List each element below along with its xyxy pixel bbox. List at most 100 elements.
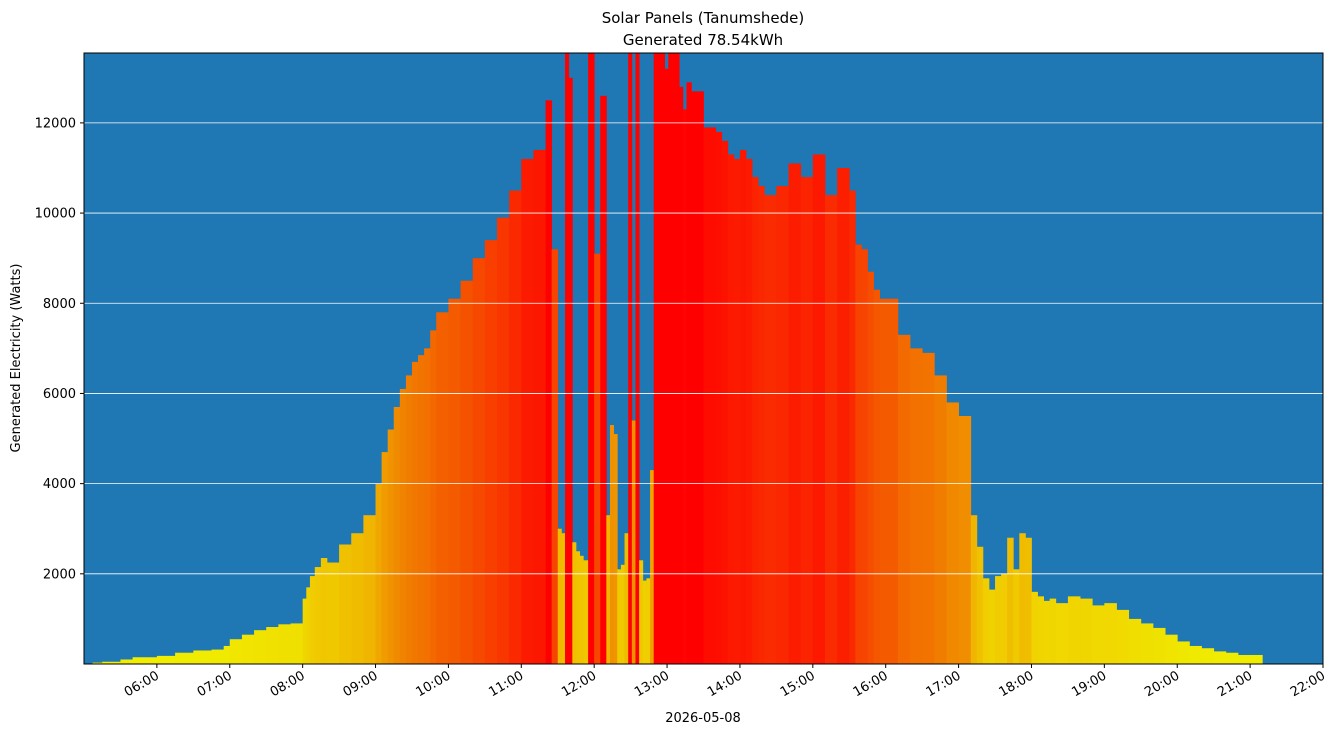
bar bbox=[1031, 591, 1038, 664]
bar bbox=[193, 650, 212, 664]
x-tick-label: 21:00 bbox=[1215, 668, 1255, 700]
bar bbox=[922, 352, 935, 664]
bar bbox=[1213, 651, 1227, 664]
bar bbox=[679, 86, 684, 664]
bar bbox=[393, 406, 401, 664]
bar bbox=[472, 258, 486, 664]
bar bbox=[565, 53, 570, 664]
bar bbox=[1049, 598, 1057, 664]
bar bbox=[156, 655, 176, 664]
bar bbox=[885, 298, 899, 664]
bar bbox=[660, 53, 666, 664]
bar bbox=[1201, 648, 1215, 664]
bar bbox=[1250, 654, 1263, 664]
bar bbox=[764, 195, 777, 665]
bar bbox=[1140, 623, 1154, 664]
x-tick-label: 11:00 bbox=[486, 668, 526, 700]
bar bbox=[982, 578, 990, 664]
bar bbox=[1067, 596, 1081, 664]
bar bbox=[92, 662, 103, 664]
bar bbox=[583, 560, 589, 664]
bar bbox=[1001, 573, 1008, 664]
chart-title: Solar Panels (Tanumshede) bbox=[602, 9, 805, 27]
bar bbox=[306, 587, 311, 664]
bar bbox=[946, 402, 959, 664]
x-tick-label: 10:00 bbox=[413, 668, 453, 700]
x-axis-ticks: 06:00 07:00 08:00 09:00 10:00 11:00 12:00 13:00… bbox=[122, 664, 1328, 700]
bar bbox=[278, 624, 291, 664]
bar bbox=[594, 253, 601, 664]
bar bbox=[837, 167, 850, 665]
bar bbox=[970, 515, 978, 664]
bar bbox=[613, 434, 618, 664]
bar bbox=[739, 149, 747, 664]
bar bbox=[254, 630, 267, 664]
x-tick-label: 13:00 bbox=[632, 668, 672, 700]
bar bbox=[635, 53, 640, 664]
bar bbox=[120, 659, 133, 664]
bar bbox=[617, 569, 622, 664]
bar bbox=[849, 190, 856, 664]
bar bbox=[995, 576, 1002, 664]
bar bbox=[1152, 627, 1166, 664]
bar bbox=[1043, 600, 1051, 664]
bar bbox=[1189, 645, 1202, 664]
bar bbox=[721, 140, 729, 664]
bar bbox=[381, 452, 389, 664]
x-tick-label: 14:00 bbox=[705, 668, 745, 700]
bar bbox=[600, 95, 607, 665]
bar bbox=[606, 515, 611, 664]
bar bbox=[855, 244, 862, 664]
x-tick-label: 15:00 bbox=[778, 668, 818, 700]
bar bbox=[399, 388, 407, 664]
bar bbox=[897, 334, 911, 664]
x-tick-label: 06:00 bbox=[122, 668, 162, 700]
y-tick-label: 4000 bbox=[43, 477, 76, 492]
bar bbox=[223, 645, 231, 664]
y-tick-label: 6000 bbox=[43, 387, 76, 402]
x-tick-label: 08:00 bbox=[268, 668, 308, 700]
bar bbox=[266, 627, 279, 664]
bar bbox=[561, 533, 566, 664]
bar bbox=[509, 190, 522, 664]
x-tick-label: 16:00 bbox=[851, 668, 891, 700]
bar bbox=[290, 623, 304, 664]
bar bbox=[812, 154, 826, 664]
bar bbox=[657, 53, 662, 664]
bar bbox=[776, 186, 789, 664]
bar bbox=[646, 578, 651, 664]
y-axis-ticks: 2000 4000 6000 8000 10000 12000 bbox=[35, 116, 84, 582]
bar bbox=[691, 91, 704, 664]
bars-group bbox=[92, 53, 1263, 665]
bar bbox=[800, 177, 814, 664]
bar bbox=[988, 589, 996, 664]
bar bbox=[405, 375, 413, 664]
bar bbox=[521, 158, 534, 664]
bar bbox=[824, 195, 838, 665]
bar bbox=[551, 249, 559, 664]
x-tick-label: 12:00 bbox=[559, 668, 599, 700]
bar bbox=[653, 53, 658, 664]
bar bbox=[934, 375, 947, 664]
x-tick-label: 18:00 bbox=[997, 668, 1037, 700]
bar bbox=[910, 348, 923, 664]
y-tick-label: 2000 bbox=[43, 567, 76, 582]
bar bbox=[873, 289, 881, 664]
bar bbox=[668, 53, 673, 664]
x-tick-label: 17:00 bbox=[924, 668, 964, 700]
bar bbox=[1080, 598, 1093, 664]
bar bbox=[671, 53, 676, 664]
bar bbox=[1237, 654, 1251, 664]
bar bbox=[309, 576, 316, 664]
bar bbox=[1037, 596, 1045, 664]
bar bbox=[609, 425, 615, 664]
bar bbox=[650, 470, 655, 664]
bar bbox=[631, 420, 636, 664]
bar bbox=[861, 249, 868, 664]
y-axis-label: Generated Electricity (Watts) bbox=[9, 264, 24, 453]
bar bbox=[1104, 603, 1117, 664]
bar bbox=[436, 312, 449, 664]
bar bbox=[314, 567, 322, 664]
bar bbox=[1177, 641, 1190, 664]
bar bbox=[703, 127, 717, 664]
